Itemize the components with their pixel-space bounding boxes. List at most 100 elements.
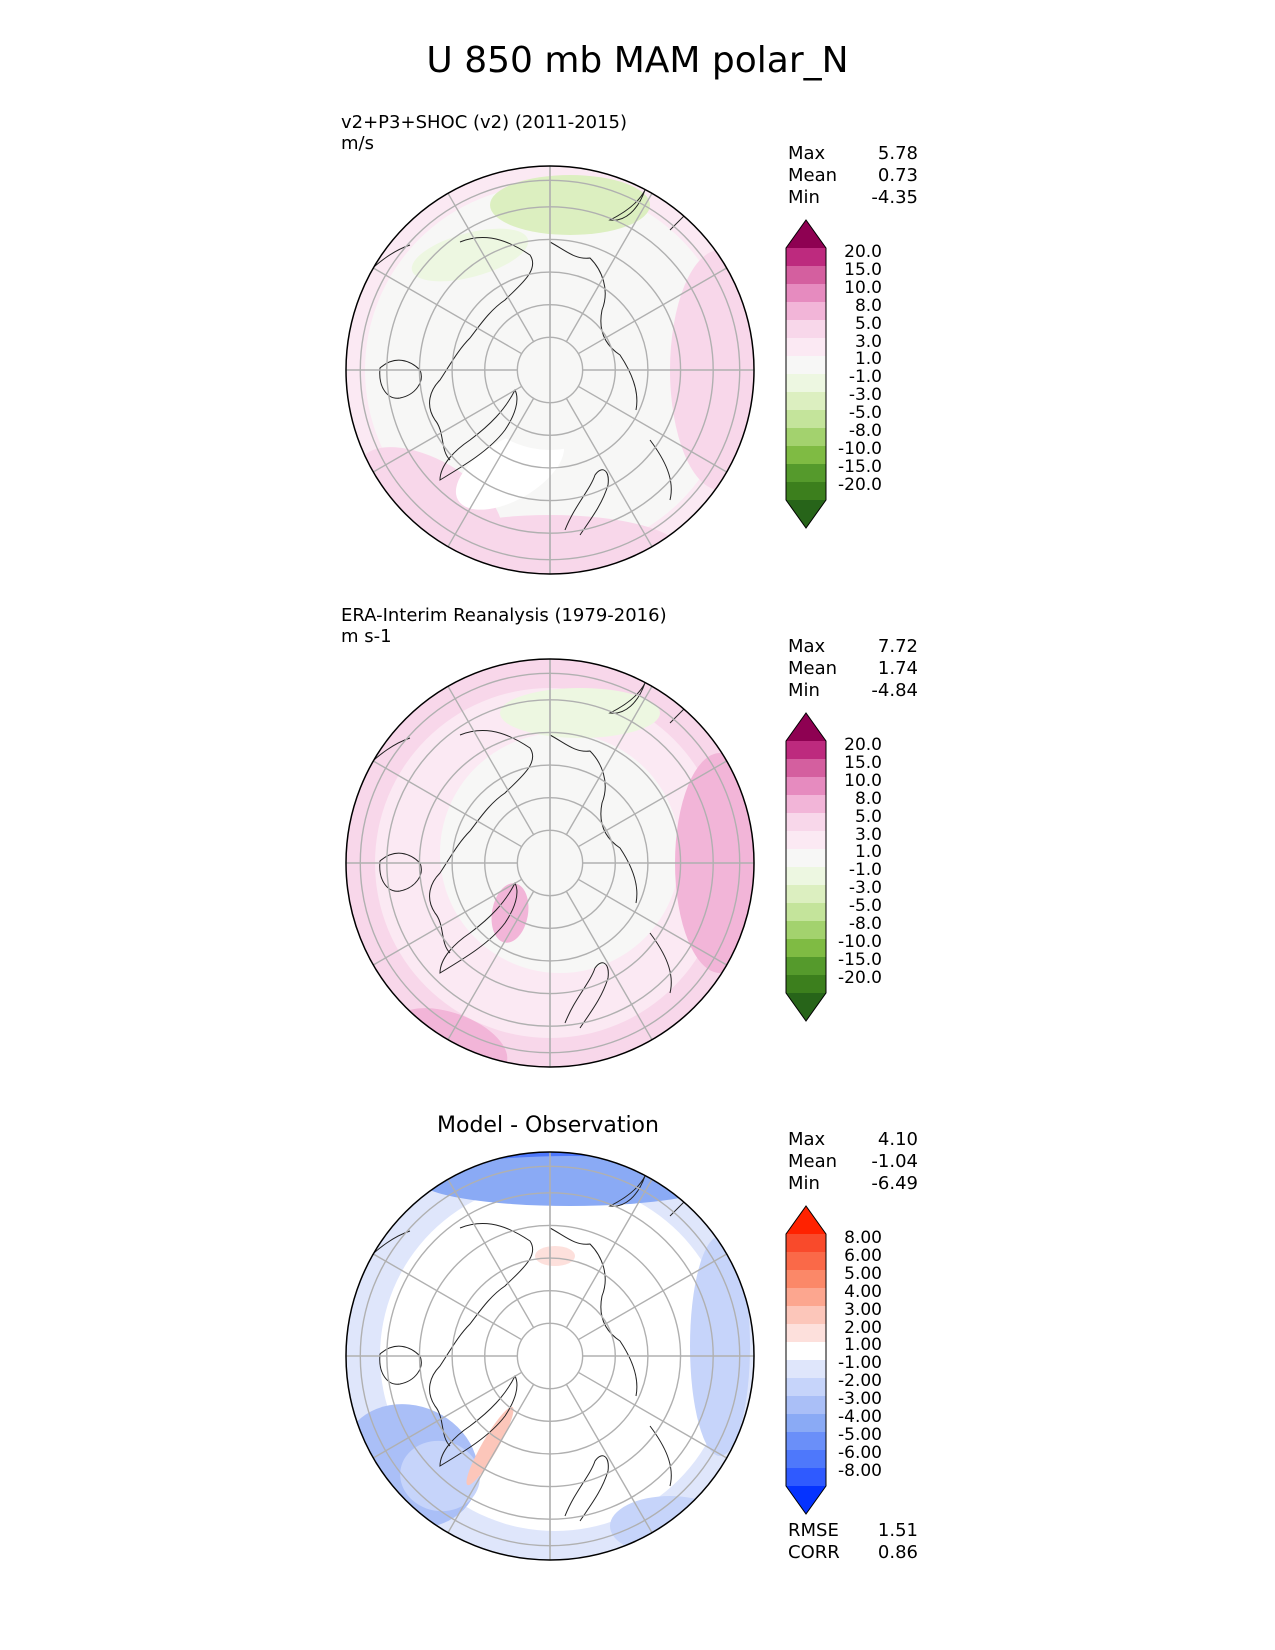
colorbar-tick-label: -1.0	[848, 367, 882, 388]
field-contour	[610, 1496, 730, 1556]
meridian-line	[447, 890, 535, 1041]
colorbar-tick-label: 20.0	[844, 735, 882, 755]
cb1-segment	[786, 464, 826, 483]
colorbar-tick-label: 15.0	[844, 259, 882, 280]
cb3-segment	[786, 1414, 826, 1433]
colorbar-tick-label: 5.0	[854, 313, 882, 334]
coastline	[429, 730, 534, 954]
field-contour	[455, 430, 565, 510]
coastline	[379, 852, 422, 892]
panel2-name: ERA-Interim Reanalysis (1979-2016)	[341, 605, 667, 626]
stat-mean: Mean 1.74	[788, 658, 918, 679]
stat-min: Min -4.84	[788, 680, 918, 701]
cb2-segment	[786, 849, 826, 868]
map-field	[346, 1152, 754, 1560]
stat-max: Max 4.10	[788, 1129, 918, 1150]
stat-mean: Mean 0.73	[788, 165, 918, 186]
meridian-line	[372, 385, 523, 473]
meridian-line	[577, 1371, 728, 1459]
cb3-segment	[786, 1342, 826, 1361]
cb1-segment	[786, 302, 826, 321]
colorbar-tick-label: 8.00	[844, 1228, 882, 1248]
panel3-polar-map	[345, 1151, 755, 1561]
cb2-extend-max	[786, 713, 826, 741]
cb2-segment	[786, 939, 826, 958]
colorbar-tick-label: -15.0	[838, 456, 882, 477]
panel2-colorbar	[785, 712, 827, 1022]
cb1-segment	[786, 374, 826, 393]
colorbar-tick-label: -5.00	[838, 1424, 882, 1445]
meridian-line	[447, 192, 535, 343]
cb2-segment	[786, 813, 826, 832]
meridian-line	[577, 760, 728, 848]
cb3-outline	[785, 1205, 827, 1515]
stat-min: Min -6.49	[788, 1173, 918, 1194]
colorbar-tick-label: -20.0	[838, 967, 882, 988]
cb3-segment	[786, 1270, 826, 1289]
colorbar-tick-label: -3.0	[848, 878, 882, 899]
map-boundary	[345, 658, 755, 1068]
colorbar-tick-label: -15.0	[838, 949, 882, 970]
meridian-line	[447, 397, 535, 548]
colorbar-tick-label: -8.00	[838, 1460, 882, 1481]
cb1-segment	[786, 410, 826, 429]
panel3-stats: Max 4.10 Mean -1.04 Min -6.49	[788, 1129, 918, 1195]
panel2-units: m s-1	[341, 626, 392, 647]
coastline	[564, 962, 609, 1029]
colorbar-tick-label: 15.0	[844, 752, 882, 773]
colorbar-tick-label: -8.0	[848, 914, 882, 935]
colorbar-tick-label: -4.00	[838, 1407, 882, 1428]
meridian-line	[565, 890, 653, 1041]
colorbar-tick-label: 10.0	[844, 277, 882, 298]
colorbar-tick-label: -5.0	[848, 403, 882, 424]
map-field	[346, 659, 754, 1067]
colorbar-tick-label: -6.00	[838, 1442, 882, 1463]
cb3-segment	[786, 1378, 826, 1397]
coastline	[649, 932, 672, 994]
panel3-title: Model - Observation	[437, 1113, 659, 1138]
coastline	[564, 1455, 609, 1522]
meridian-line	[577, 1253, 728, 1341]
meridian-line	[577, 878, 728, 966]
cb2-segment	[786, 867, 826, 886]
cb2-segment	[786, 975, 826, 994]
metric-corr: CORR 0.86	[788, 1542, 918, 1563]
cb1-segment	[786, 320, 826, 339]
cb2-segment	[786, 777, 826, 796]
panel3-metrics: RMSE 1.51 CORR 0.86	[788, 1520, 918, 1564]
cb1-extend-min	[786, 500, 826, 528]
colorbar-tick-label: 8.0	[854, 295, 882, 316]
cb1-segment	[786, 266, 826, 285]
meridian-line	[447, 685, 535, 836]
colorbar-tick-label: 5.00	[844, 1263, 882, 1284]
meridian-line	[372, 1371, 523, 1459]
stat-mean: Mean -1.04	[788, 1151, 918, 1172]
cb3-segment	[786, 1252, 826, 1271]
cb3-segment	[786, 1324, 826, 1343]
meridian-line	[372, 1253, 523, 1341]
cb2-segment	[786, 831, 826, 850]
figure-title: U 850 mb MAM polar_N	[426, 40, 849, 81]
cb2-segment	[786, 795, 826, 814]
colorbar-tick-label: 4.00	[844, 1281, 882, 1302]
colorbar-tick-label: -1.00	[838, 1353, 882, 1374]
map-boundary	[345, 1151, 755, 1561]
cb1-segment	[786, 356, 826, 375]
meridian-line	[577, 385, 728, 473]
cb3-segment	[786, 1360, 826, 1379]
colorbar-tick-label: 5.0	[854, 806, 882, 827]
coastline	[564, 469, 609, 536]
cb3-segment	[786, 1450, 826, 1469]
colorbar-tick-label: 20.0	[844, 242, 882, 262]
cb1-segment	[786, 428, 826, 447]
meridian-line	[372, 878, 523, 966]
colorbar-tick-label: 2.00	[844, 1317, 882, 1338]
cb3-segment	[786, 1288, 826, 1307]
cb3-segment	[786, 1234, 826, 1253]
panel3-colorbar	[785, 1205, 827, 1515]
coastline	[649, 1425, 672, 1487]
cb2-extend-min	[786, 993, 826, 1021]
coastline	[649, 439, 672, 501]
coastline	[429, 1223, 534, 1447]
field-contour	[411, 228, 529, 282]
